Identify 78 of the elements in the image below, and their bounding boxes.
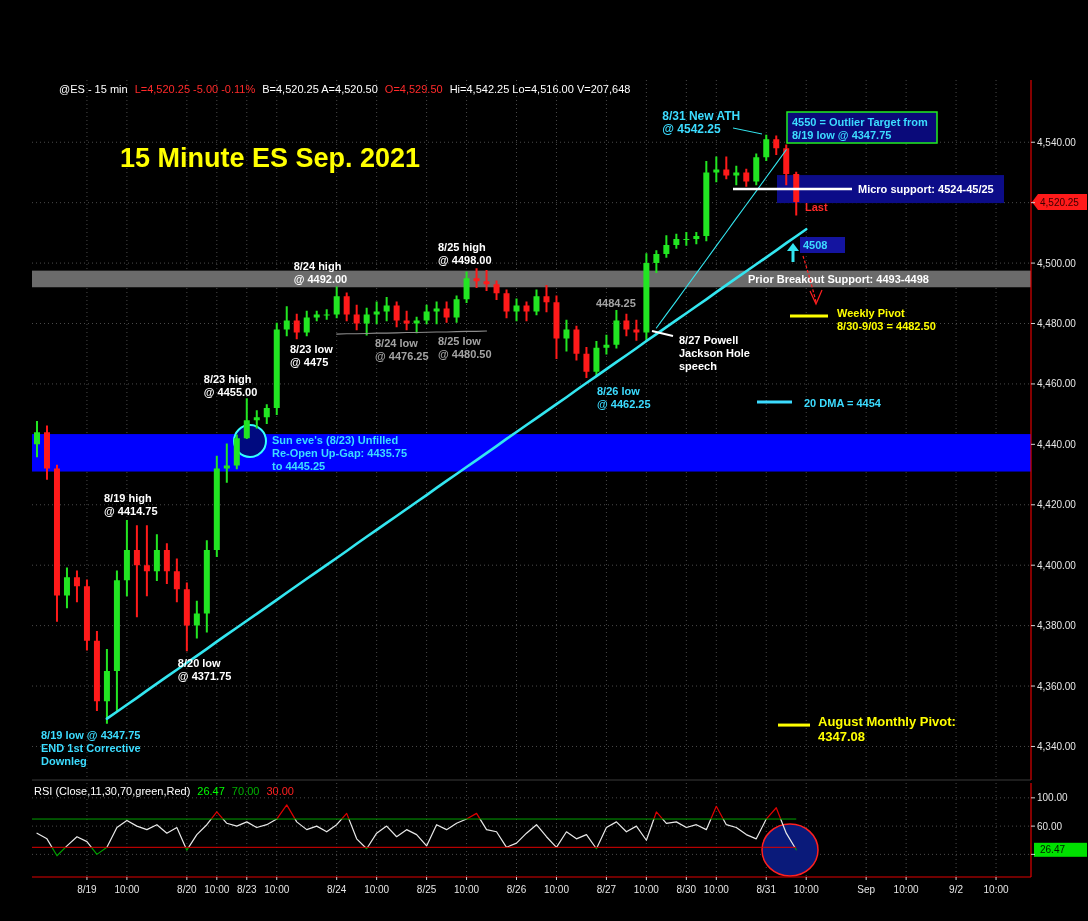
annotation: 8/24 high @ 4492.00 xyxy=(293,260,348,286)
candlestick xyxy=(323,309,330,320)
x-tick-label: Sep xyxy=(857,883,876,895)
annotation: 70.00 xyxy=(231,785,260,797)
candlestick xyxy=(473,268,480,288)
y-tick-label: 4,460.00 xyxy=(1037,378,1077,390)
line-series xyxy=(36,804,797,857)
x-tick-label: 8/20 xyxy=(177,883,198,895)
y-tick-label: 4,540.00 xyxy=(1037,136,1077,148)
annotation: 8/19 high @ 4414.75 xyxy=(104,492,158,518)
annotation: 8/25 high @ 4498.00 xyxy=(438,241,492,267)
candlestick xyxy=(713,156,720,183)
candlestick xyxy=(403,310,410,331)
annotation: O=4,529.50 xyxy=(384,83,443,95)
x-tick-label: 9/2 xyxy=(949,883,964,895)
x-tick-label: 10:00 xyxy=(983,883,1009,895)
candlestick xyxy=(413,316,420,334)
x-tick-label: 10:00 xyxy=(114,883,140,895)
ref-line-label: Micro support: 4524-45/25 xyxy=(858,183,994,196)
x-tick-label: 10:00 xyxy=(893,883,920,895)
x-tick-label: 8/27 xyxy=(596,883,617,895)
x-tick-label: 8/24 xyxy=(326,883,347,895)
candlestick xyxy=(143,525,150,597)
text: 26.47 xyxy=(1040,844,1066,856)
annotation: 8/24 low @ 4476.25 xyxy=(375,336,429,362)
x-tick-label: 8/31 xyxy=(756,883,777,895)
annotation: 4508 xyxy=(803,239,828,251)
annotation: 8/19 low @ 4347.75 END 1st Corrective Downleg xyxy=(41,729,141,767)
text: 4,520.25 xyxy=(1040,196,1080,208)
x-tick-label: 10:00 xyxy=(793,883,820,895)
annotation: Last xyxy=(805,201,828,213)
annotation: 4484.25 xyxy=(596,296,636,309)
annotation: Hi=4,542.25 Lo=4,516.00 V=207,648 xyxy=(449,83,631,95)
annotation: 8/23 low @ 4475 xyxy=(290,343,334,369)
ref-line-label: Weekly Pivot 8/30-9/03 = 4482.50 xyxy=(837,306,936,332)
x-tick-label: 8/23 xyxy=(237,883,257,895)
candlestick xyxy=(223,443,230,483)
annotation: 4550 = Outlier Target from 8/19 low @ 4347.75 xyxy=(792,115,929,141)
chart-title: RSI (Close,11,30,70,green,Red) xyxy=(34,785,191,797)
ref-line-label: August Monthly Pivot: 4347.08 xyxy=(818,713,956,744)
y-tick-label: 100.00 xyxy=(1037,792,1069,804)
y-tick-label: 4,380.00 xyxy=(1037,620,1077,632)
x-tick-label: 10:00 xyxy=(703,883,730,895)
annotation: 8/25 low @ 4480.50 xyxy=(438,335,492,360)
y-tick-label: 4,480.00 xyxy=(1037,318,1077,329)
annotation: 30.00 xyxy=(266,785,294,797)
x-tick-label: 10:00 xyxy=(364,883,390,895)
ref-line-label: 20 DMA = 4454 xyxy=(804,397,882,410)
candlestick xyxy=(683,232,690,246)
x-tick-label: 8/19 xyxy=(77,883,98,895)
annotation: 8/27 Powell Jackson Hole speech xyxy=(679,334,750,372)
y-tick-label: 4,360.00 xyxy=(1037,680,1077,692)
candlestick xyxy=(483,269,490,292)
x-tick-label: 8/26 xyxy=(506,883,527,895)
y-tick-label: 4,340.00 xyxy=(1037,740,1077,752)
x-tick-label: 10:00 xyxy=(264,883,290,895)
y-tick-label: 4,400.00 xyxy=(1037,559,1077,571)
annotation: L=4,520.25 -5.00 -0.11% xyxy=(134,83,256,95)
x-tick-label: 8/25 xyxy=(416,883,437,895)
band-label: Prior Breakout Support: 4493-4498 xyxy=(748,272,929,285)
chart-subtitle: @ES - 15 min xyxy=(59,83,128,95)
x-tick-label: 10:00 xyxy=(454,883,480,895)
y-tick-label: 60.00 xyxy=(1037,820,1063,832)
text: 15 Minute ES Sep. 2021 xyxy=(120,143,421,173)
candlestick xyxy=(633,319,640,341)
y-tick-label: 4,420.00 xyxy=(1037,499,1077,511)
band-label: Sun eve's (8/23) Unfilled Re-Open Up-Gap: 4435.75 to 4445.25 xyxy=(272,433,408,472)
y-tick-label: 4,440.00 xyxy=(1037,438,1077,450)
x-tick-label: 8/30 xyxy=(676,883,697,895)
annotation: 8/31 New ATH @ 4542.25 xyxy=(662,109,741,137)
x-tick-label: 10:00 xyxy=(543,883,570,895)
x-tick-label: 10:00 xyxy=(204,883,230,895)
x-tick-label: 10:00 xyxy=(633,883,660,895)
annotation: B=4,520.25 A=4,520.50 xyxy=(262,83,378,95)
annotation: 8/23 high @ 4455.00 xyxy=(203,373,258,399)
y-tick-label: 4,500.00 xyxy=(1037,257,1077,269)
annotation: 26.47 xyxy=(197,785,225,797)
annotation: 8/26 low @ 4462.25 xyxy=(597,385,651,410)
